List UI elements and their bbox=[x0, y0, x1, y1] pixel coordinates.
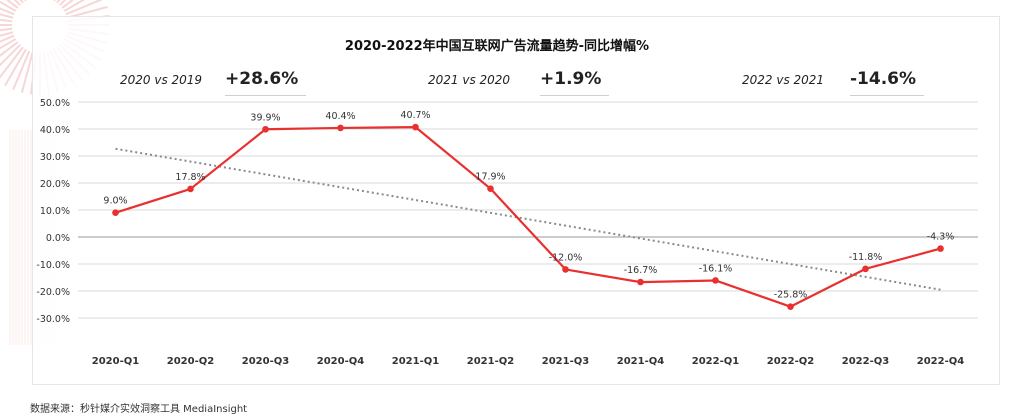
data-label: 39.9% bbox=[250, 112, 280, 123]
x-tick-label: 2020-Q1 bbox=[92, 356, 139, 367]
data-point bbox=[262, 125, 269, 133]
data-source-note: 数据来源：秒针媒介实效洞察工具 MediaInsight bbox=[30, 404, 248, 415]
y-tick-label: -10.0% bbox=[36, 260, 70, 271]
x-axis-ticks: 2020-Q1 2020-Q2 2020-Q3 2020-Q4 2021-Q1 2021-… bbox=[92, 356, 964, 367]
y-tick-label: -20.0% bbox=[36, 287, 70, 298]
y-tick-label: 30.0% bbox=[40, 152, 70, 163]
data-point bbox=[187, 185, 194, 193]
x-tick-label: 2020-Q3 bbox=[242, 356, 289, 367]
series-path bbox=[115, 126, 941, 308]
comparison-label-2020: 2020 vs 2019 bbox=[120, 73, 203, 87]
data-label: 17.8% bbox=[175, 172, 205, 183]
data-label: -11.8% bbox=[849, 252, 883, 263]
data-point bbox=[712, 277, 719, 284]
data-point bbox=[787, 303, 794, 310]
data-point bbox=[112, 209, 119, 216]
y-tick-label: 10.0% bbox=[40, 206, 70, 217]
data-label: -12.0% bbox=[549, 252, 583, 263]
y-tick-label: 50.0% bbox=[40, 98, 70, 109]
y-tick-label: 0.0% bbox=[46, 233, 70, 244]
comparison-value-2020: +28.6% bbox=[225, 69, 307, 96]
data-point bbox=[637, 278, 644, 286]
x-tick-label: 2021-Q3 bbox=[542, 356, 589, 367]
y-axis-ticks: 50.0% 40.0% 30.0% 20.0% 10.0% 0.0% -10.0% -20.0… bbox=[36, 98, 70, 325]
gridlines bbox=[78, 101, 978, 319]
trendline bbox=[115, 147, 941, 291]
comparison-value-2022: -14.6% bbox=[850, 69, 925, 96]
x-tick-label: 2022-Q3 bbox=[842, 356, 889, 367]
data-point bbox=[337, 124, 344, 132]
data-point bbox=[562, 266, 569, 273]
data-label: -16.7% bbox=[624, 265, 658, 276]
data-point bbox=[412, 123, 419, 131]
data-label: -25.8% bbox=[774, 290, 808, 301]
data-labels: 9.0% 17.8% 39.9% 40.4% 40.7% 17.9% -12.0% -16.7… bbox=[103, 110, 954, 301]
y-tick-label: 20.0% bbox=[40, 179, 70, 190]
comparison-value-2021: +1.9% bbox=[540, 69, 610, 96]
x-tick-label: 2021-Q2 bbox=[467, 356, 514, 367]
x-tick-label: 2022-Q2 bbox=[767, 356, 814, 367]
data-point bbox=[487, 185, 494, 192]
x-tick-label: 2021-Q4 bbox=[617, 356, 664, 367]
x-tick-label: 2022-Q1 bbox=[692, 356, 739, 367]
series-line bbox=[115, 126, 941, 308]
data-label: 9.0% bbox=[103, 196, 127, 207]
trendline-path bbox=[115, 147, 941, 291]
comparison-label-2022: 2022 vs 2021 bbox=[742, 73, 825, 87]
data-point bbox=[937, 245, 944, 252]
data-label: 17.9% bbox=[475, 172, 505, 183]
data-label: -4.3% bbox=[927, 232, 955, 243]
x-tick-label: 2020-Q2 bbox=[167, 356, 214, 367]
data-label: 40.7% bbox=[400, 110, 430, 121]
data-points bbox=[112, 123, 944, 310]
chart-frame bbox=[32, 16, 1000, 385]
x-tick-label: 2022-Q4 bbox=[917, 356, 964, 367]
data-point bbox=[862, 265, 869, 273]
x-tick-label: 2021-Q1 bbox=[392, 356, 439, 367]
data-label: -16.1% bbox=[699, 263, 733, 274]
y-tick-label: -30.0% bbox=[36, 314, 70, 325]
data-label: 40.4% bbox=[325, 111, 355, 122]
x-tick-label: 2020-Q4 bbox=[317, 356, 364, 367]
comparison-label-2021: 2021 vs 2020 bbox=[428, 73, 511, 87]
y-tick-label: 40.0% bbox=[40, 125, 70, 136]
chart-title: 2020-2022年中国互联网广告流量趋势-同比增幅% bbox=[345, 38, 649, 54]
